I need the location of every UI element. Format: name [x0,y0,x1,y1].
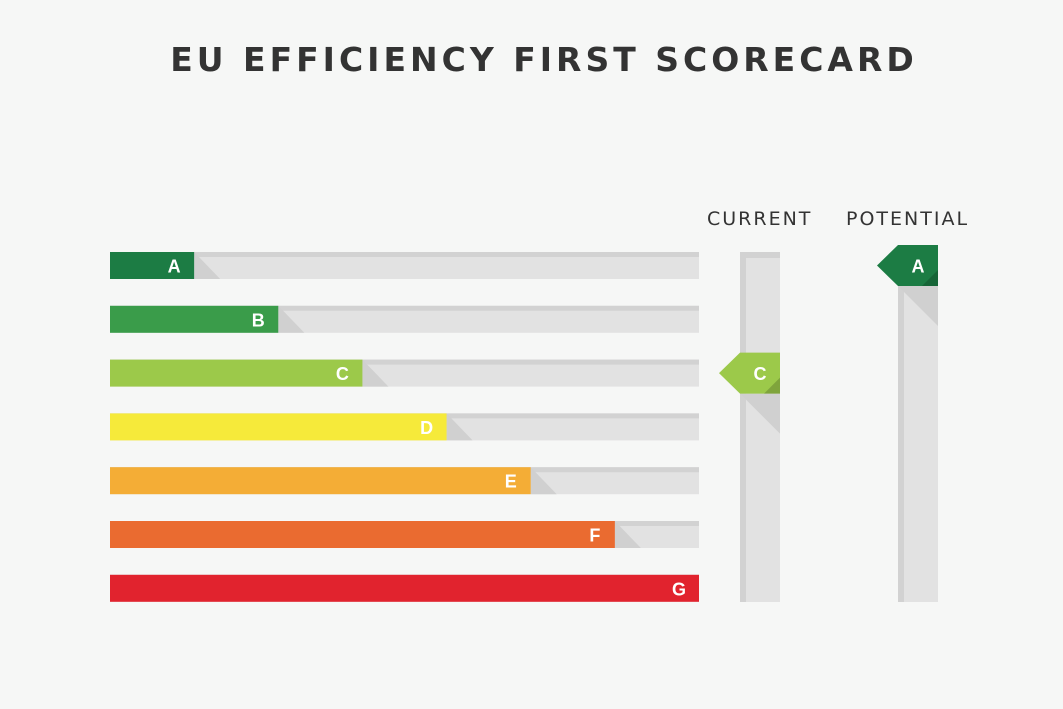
bar-g [110,574,699,602]
bar-shadow-a [194,252,221,279]
bar-a [110,252,195,279]
track-top-a [110,252,699,257]
current-column-edge [740,252,746,602]
bar-shadow-f [614,521,641,548]
bar-e [110,467,531,495]
potential-rating-label: A [912,257,925,277]
bar-b [110,305,279,333]
bar-label-f: F [589,526,600,546]
bar-c [110,359,363,387]
current-marker-fold [764,377,780,394]
current-column [740,252,780,602]
bar-label-b: B [252,310,265,330]
bar-shadow-e [530,467,557,495]
current-column-top [740,252,780,258]
potential-column-heading: POTENTIAL [846,208,970,230]
bar-shadow-d [446,413,473,441]
bar-f [110,521,615,548]
bar-label-c: C [336,364,349,384]
potential-marker-shadow [898,286,938,326]
current-column-heading: CURRENT [707,208,813,230]
current-marker-shadow [740,393,780,434]
track-top-b [110,305,699,311]
bar-label-e: E [505,472,517,492]
page-title: EU EFFICIENCY FIRST SCORECARD [170,40,918,79]
potential-column-edge [898,252,904,602]
bar-label-d: D [420,418,433,438]
bar-shadow-b [278,305,305,333]
current-rating-marker [719,352,780,394]
current-rating-label: C [754,364,767,384]
bar-label-a: A [168,257,181,277]
track-top-c [110,359,699,365]
bar-shadow-c [362,359,389,387]
bar-d [110,413,447,441]
potential-marker-fold [922,270,938,286]
bar-label-g: G [672,579,686,599]
potential-rating-marker [877,245,938,286]
